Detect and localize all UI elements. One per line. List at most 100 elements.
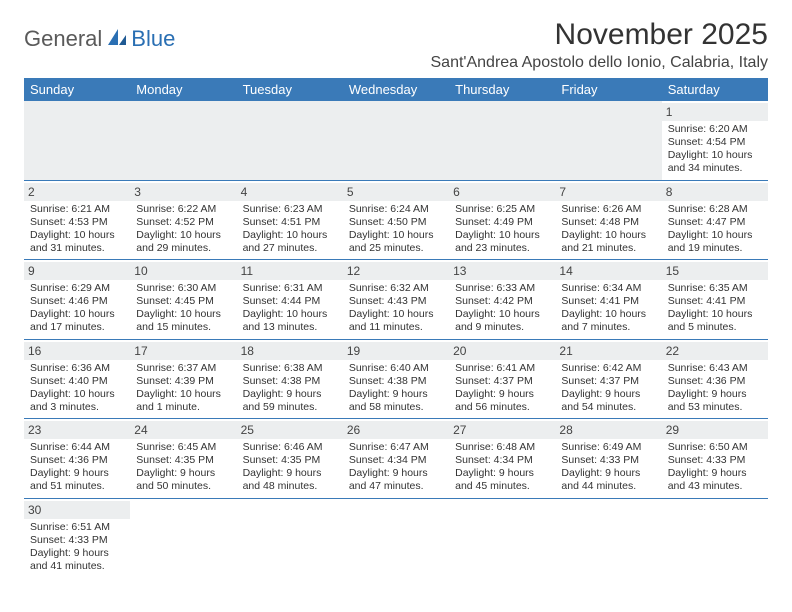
day-number: 30 (24, 501, 130, 519)
day-cell: 16 Sunrise: 6:36 AMSunset: 4:40 PMDayligh… (24, 339, 130, 419)
day-info: Sunrise: 6:33 AMSunset: 4:42 PMDaylight:… (455, 282, 549, 335)
day-number: 29 (662, 421, 768, 439)
day-info: Sunrise: 6:29 AMSunset: 4:46 PMDaylight:… (30, 282, 124, 335)
day-info: Sunrise: 6:41 AMSunset: 4:37 PMDaylight:… (455, 362, 549, 415)
blank-cell (130, 498, 236, 577)
day-cell: 10 Sunrise: 6:30 AMSunset: 4:45 PMDayligh… (130, 260, 236, 340)
week-row: 2 Sunrise: 6:21 AMSunset: 4:53 PMDaylight… (24, 180, 768, 260)
day-info: Sunrise: 6:44 AMSunset: 4:36 PMDaylight:… (30, 441, 124, 494)
day-cell: 20 Sunrise: 6:41 AMSunset: 4:37 PMDayligh… (449, 339, 555, 419)
blank-cell (343, 101, 449, 180)
day-info: Sunrise: 6:40 AMSunset: 4:38 PMDaylight:… (349, 362, 443, 415)
day-info: Sunrise: 6:42 AMSunset: 4:37 PMDaylight:… (561, 362, 655, 415)
day-number: 8 (662, 183, 768, 201)
day-info: Sunrise: 6:37 AMSunset: 4:39 PMDaylight:… (136, 362, 230, 415)
day-info: Sunrise: 6:50 AMSunset: 4:33 PMDaylight:… (668, 441, 762, 494)
day-number: 16 (24, 342, 130, 360)
day-header: Wednesday (343, 78, 449, 101)
header: General Blue November 2025 Sant'Andrea A… (24, 18, 768, 72)
day-cell: 4Sunrise: 6:23 AMSunset: 4:51 PMDaylight… (237, 180, 343, 260)
day-info: Sunrise: 6:24 AMSunset: 4:50 PMDaylight:… (349, 203, 443, 256)
day-info: Sunrise: 6:48 AMSunset: 4:34 PMDaylight:… (455, 441, 549, 494)
day-number: 24 (130, 421, 236, 439)
day-info: Sunrise: 6:20 AMSunset: 4:54 PMDaylight:… (668, 123, 762, 176)
day-info: Sunrise: 6:28 AMSunset: 4:47 PMDaylight:… (668, 203, 762, 256)
day-info: Sunrise: 6:49 AMSunset: 4:33 PMDaylight:… (561, 441, 655, 494)
day-cell: 12Sunrise: 6:32 AMSunset: 4:43 PMDayligh… (343, 260, 449, 340)
day-cell: 29 Sunrise: 6:50 AMSunset: 4:33 PMDayligh… (662, 419, 768, 499)
day-info: Sunrise: 6:34 AMSunset: 4:41 PMDaylight:… (561, 282, 655, 335)
day-number: 5 (343, 183, 449, 201)
week-row: 30 Sunrise: 6:51 AMSunset: 4:33 PMDayligh… (24, 498, 768, 577)
day-info: Sunrise: 6:38 AMSunset: 4:38 PMDaylight:… (243, 362, 337, 415)
day-cell: 15Sunrise: 6:35 AMSunset: 4:41 PMDayligh… (662, 260, 768, 340)
day-number: 2 (24, 183, 130, 201)
day-cell: 27 Sunrise: 6:48 AMSunset: 4:34 PMDayligh… (449, 419, 555, 499)
calendar-table: SundayMondayTuesdayWednesdayThursdayFrid… (24, 78, 768, 577)
day-header: Monday (130, 78, 236, 101)
day-number: 19 (343, 342, 449, 360)
logo-text-general: General (24, 26, 102, 52)
blank-cell (343, 498, 449, 577)
day-number: 1 (662, 103, 768, 121)
day-info: Sunrise: 6:25 AMSunset: 4:49 PMDaylight:… (455, 203, 549, 256)
day-number: 6 (449, 183, 555, 201)
day-info: Sunrise: 6:51 AMSunset: 4:33 PMDaylight:… (30, 521, 124, 574)
day-info: Sunrise: 6:31 AMSunset: 4:44 PMDaylight:… (243, 282, 337, 335)
day-cell: 19 Sunrise: 6:40 AMSunset: 4:38 PMDayligh… (343, 339, 449, 419)
day-number: 13 (449, 262, 555, 280)
day-cell: 26 Sunrise: 6:47 AMSunset: 4:34 PMDayligh… (343, 419, 449, 499)
day-cell: 5 Sunrise: 6:24 AMSunset: 4:50 PMDaylight… (343, 180, 449, 260)
day-info: Sunrise: 6:45 AMSunset: 4:35 PMDaylight:… (136, 441, 230, 494)
day-number: 22 (662, 342, 768, 360)
day-cell: 23 Sunrise: 6:44 AMSunset: 4:36 PMDayligh… (24, 419, 130, 499)
blank-cell (24, 101, 130, 180)
location: Sant'Andrea Apostolo dello Ionio, Calabr… (431, 54, 769, 72)
day-info: Sunrise: 6:32 AMSunset: 4:43 PMDaylight:… (349, 282, 443, 335)
logo: General Blue (24, 26, 175, 52)
week-row: 1 Sunrise: 6:20 AMSunset: 4:54 PMDaylight… (24, 101, 768, 180)
day-number: 23 (24, 421, 130, 439)
day-number: 26 (343, 421, 449, 439)
day-number: 18 (237, 342, 343, 360)
day-number: 4 (237, 183, 343, 201)
day-header: Thursday (449, 78, 555, 101)
day-info: Sunrise: 6:30 AMSunset: 4:45 PMDaylight:… (136, 282, 230, 335)
day-cell: 24 Sunrise: 6:45 AMSunset: 4:35 PMDayligh… (130, 419, 236, 499)
day-header: Friday (555, 78, 661, 101)
day-cell: 9 Sunrise: 6:29 AMSunset: 4:46 PMDaylight… (24, 260, 130, 340)
day-header: Saturday (662, 78, 768, 101)
logo-sail-icon (106, 27, 128, 52)
day-cell: 13 Sunrise: 6:33 AMSunset: 4:42 PMDayligh… (449, 260, 555, 340)
day-info: Sunrise: 6:35 AMSunset: 4:41 PMDaylight:… (668, 282, 762, 335)
day-cell: 22 Sunrise: 6:43 AMSunset: 4:36 PMDayligh… (662, 339, 768, 419)
day-number: 14 (555, 262, 661, 280)
blank-cell (237, 101, 343, 180)
day-cell: 8 Sunrise: 6:28 AMSunset: 4:47 PMDaylight… (662, 180, 768, 260)
day-cell: 25Sunrise: 6:46 AMSunset: 4:35 PMDayligh… (237, 419, 343, 499)
day-number: 7 (555, 183, 661, 201)
day-info: Sunrise: 6:26 AMSunset: 4:48 PMDaylight:… (561, 203, 655, 256)
day-number: 10 (130, 262, 236, 280)
day-number: 27 (449, 421, 555, 439)
day-cell: 2 Sunrise: 6:21 AMSunset: 4:53 PMDaylight… (24, 180, 130, 260)
day-number: 9 (24, 262, 130, 280)
day-number: 11 (237, 262, 343, 280)
day-number: 17 (130, 342, 236, 360)
day-info: Sunrise: 6:43 AMSunset: 4:36 PMDaylight:… (668, 362, 762, 415)
day-cell: 7 Sunrise: 6:26 AMSunset: 4:48 PMDaylight… (555, 180, 661, 260)
day-info: Sunrise: 6:36 AMSunset: 4:40 PMDaylight:… (30, 362, 124, 415)
day-header: Tuesday (237, 78, 343, 101)
day-info: Sunrise: 6:21 AMSunset: 4:53 PMDaylight:… (30, 203, 124, 256)
blank-cell (555, 101, 661, 180)
day-header: Sunday (24, 78, 130, 101)
day-number: 20 (449, 342, 555, 360)
blank-cell (130, 101, 236, 180)
blank-cell (237, 498, 343, 577)
day-cell: 17 Sunrise: 6:37 AMSunset: 4:39 PMDayligh… (130, 339, 236, 419)
day-cell: 21Sunrise: 6:42 AMSunset: 4:37 PMDayligh… (555, 339, 661, 419)
day-info: Sunrise: 6:47 AMSunset: 4:34 PMDaylight:… (349, 441, 443, 494)
week-row: 9 Sunrise: 6:29 AMSunset: 4:46 PMDaylight… (24, 260, 768, 340)
day-cell: 3Sunrise: 6:22 AMSunset: 4:52 PMDaylight… (130, 180, 236, 260)
day-cell: 6 Sunrise: 6:25 AMSunset: 4:49 PMDaylight… (449, 180, 555, 260)
